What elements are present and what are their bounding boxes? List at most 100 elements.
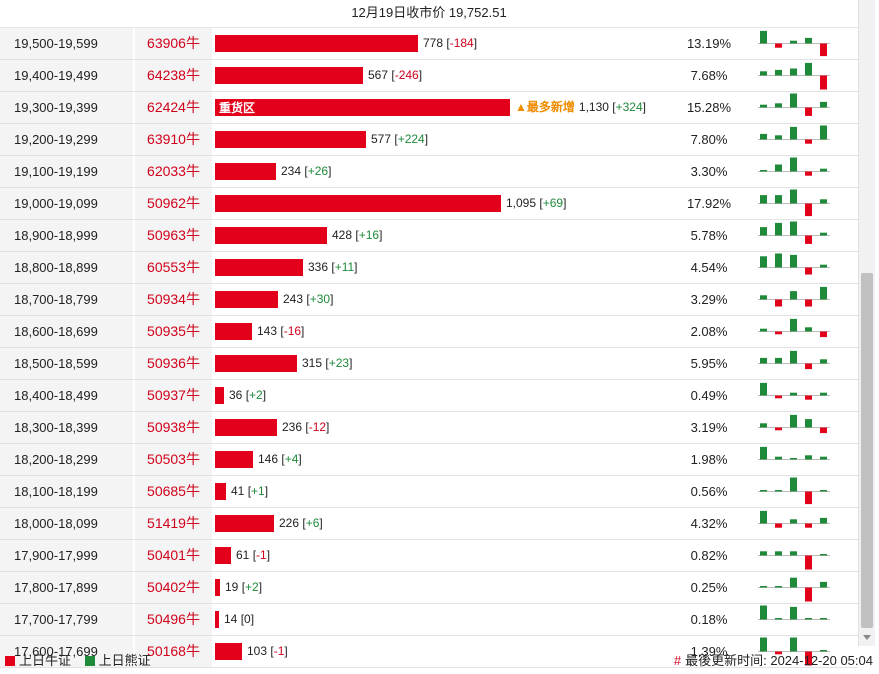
sparkline-bar [820, 490, 827, 492]
warrant-code[interactable]: 51419牛 [135, 508, 212, 539]
bar-cell: 234 [+26] [214, 156, 664, 187]
scrollbar-thumb[interactable] [861, 273, 873, 628]
sparkline-bar [760, 423, 767, 428]
sparkline-bar [820, 517, 827, 524]
trend-sparkline [758, 350, 830, 370]
table-row: 18,300-18,399 50938牛 236 [-12] 3.19% [0, 412, 858, 444]
sparkline-bar [820, 75, 827, 90]
warrant-code[interactable]: 50963牛 [135, 220, 212, 251]
sparkline-bar [820, 392, 827, 396]
warrant-code[interactable]: 50937牛 [135, 380, 212, 411]
count-bar [215, 515, 274, 532]
warrant-code[interactable]: 50496牛 [135, 604, 212, 635]
trend-sparkline [758, 93, 830, 116]
count-change: +23 [328, 356, 350, 370]
count-value: 336 [308, 260, 329, 274]
warrant-code[interactable]: 50938牛 [135, 412, 212, 443]
sparkline-bar [805, 203, 812, 217]
sparkline-bar [775, 427, 782, 431]
strike-range: 18,800-18,899 [0, 252, 133, 283]
bar-cell: 103 [-1] [214, 636, 664, 667]
count-value: 778 [423, 36, 444, 50]
sparkline-bar [775, 299, 782, 307]
sparkline-bar [790, 637, 797, 652]
bar-cell: 重货区 ▲最多新增 1,130 [+324] [214, 92, 664, 123]
sparkline-bar [775, 135, 782, 140]
count-label: 61 [-1] [236, 548, 271, 562]
sparkline-bar [805, 267, 812, 275]
count-change: -16 [283, 324, 302, 338]
bear-swatch-icon [84, 656, 95, 666]
sparkline-bar [805, 455, 812, 460]
count-bar [215, 163, 276, 180]
count-value: 143 [257, 324, 278, 338]
strike-range: 18,500-18,599 [0, 348, 133, 379]
trend-sparkline [758, 157, 830, 176]
table-row: 18,000-18,099 51419牛 226 [+6] 4.32% [0, 508, 858, 540]
warrant-code[interactable]: 63910牛 [135, 124, 212, 155]
warrant-code[interactable]: 62033牛 [135, 156, 212, 187]
bar-cell: 1,095 [+69] [214, 188, 664, 219]
count-value: 103 [247, 644, 268, 658]
sparkline-bar [790, 68, 797, 76]
warrant-code[interactable]: 50936牛 [135, 348, 212, 379]
percentage: 0.82% [690, 548, 728, 563]
count-value: 19 [225, 580, 239, 594]
sparkline-bar [805, 171, 812, 176]
count-change: 0 [244, 612, 251, 626]
warrant-code[interactable]: 64238牛 [135, 60, 212, 91]
sparkline-bar [805, 395, 812, 400]
scroll-down-icon[interactable] [863, 635, 871, 640]
count-change: -246 [394, 68, 419, 82]
count-value: 1,095 [506, 196, 537, 210]
warrant-code[interactable]: 60553牛 [135, 252, 212, 283]
sparkline-bar [820, 359, 827, 364]
sparkline-bar [775, 551, 782, 556]
bar-cell: 315 [+23] [214, 348, 664, 379]
sparkline-bar [760, 30, 767, 44]
count-label: 226 [+6] [279, 516, 323, 530]
trend-sparkline [758, 605, 830, 620]
sparkline-bar [805, 107, 812, 116]
warrant-code[interactable]: 50168牛 [135, 636, 212, 667]
sparkline-bar [805, 555, 812, 570]
bull-swatch-icon [5, 656, 15, 666]
count-value: 428 [332, 228, 353, 242]
count-change: -184 [449, 36, 474, 50]
count-label: 567 [-246] [368, 68, 423, 82]
count-value: 567 [368, 68, 389, 82]
sparkline-bar [820, 286, 827, 300]
trend-sparkline [758, 414, 830, 434]
sparkline-bar [760, 195, 767, 204]
bar-cell: 41 [+1] [214, 476, 664, 507]
warrant-code[interactable]: 50401牛 [135, 540, 212, 571]
warrant-code[interactable]: 62424牛 [135, 92, 212, 123]
table-row: 18,400-18,499 50937牛 36 [+2] 0.49% [0, 380, 858, 412]
sparkline-bar [805, 327, 812, 332]
warrant-code[interactable]: 50962牛 [135, 188, 212, 219]
warrant-code[interactable]: 63906牛 [135, 28, 212, 59]
warrant-code[interactable]: 50685牛 [135, 476, 212, 507]
sparkline-bar [805, 62, 812, 76]
count-change: -12 [308, 420, 327, 434]
warrant-code[interactable]: 50935牛 [135, 316, 212, 347]
sparkline-bar [775, 456, 782, 460]
percentage: 3.29% [690, 292, 728, 307]
strike-range: 19,500-19,599 [0, 28, 133, 59]
count-bar [215, 291, 278, 308]
trend-sparkline [758, 382, 830, 400]
sparkline-bar [760, 71, 767, 76]
table-row: 19,200-19,299 63910牛 577 [+224] 7.80% [0, 124, 858, 156]
sparkline-bar [805, 139, 812, 144]
count-bar [215, 611, 219, 628]
warrant-code[interactable]: 50934牛 [135, 284, 212, 315]
percentage: 7.80% [690, 132, 728, 147]
warrant-code[interactable]: 50402牛 [135, 572, 212, 603]
sparkline-bar [790, 40, 797, 44]
vertical-scrollbar[interactable] [858, 0, 875, 646]
table-row: 18,100-18,199 50685牛 41 [+1] 0.56% [0, 476, 858, 508]
sparkline-bar [790, 577, 797, 588]
sparkline-bar [820, 427, 827, 434]
warrant-code[interactable]: 50503牛 [135, 444, 212, 475]
sparkline-bar [805, 37, 812, 44]
